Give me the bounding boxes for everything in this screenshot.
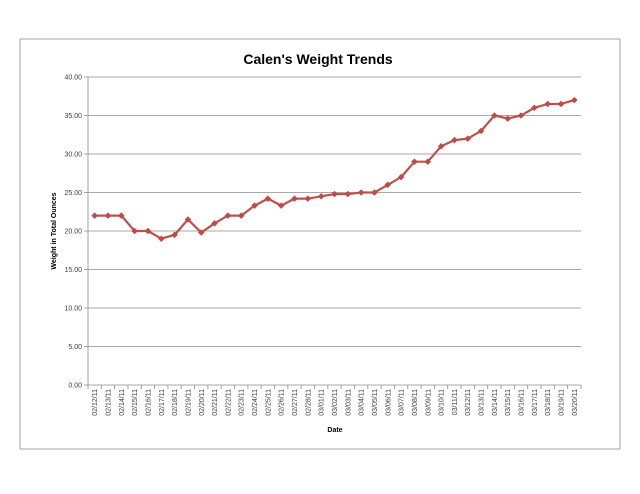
data-point	[357, 189, 365, 196]
x-tick-label: 03/03/11	[345, 389, 352, 416]
data-point	[491, 112, 498, 119]
x-tick-label: 02/14/11	[119, 389, 126, 416]
y-axis-ticks: 0.00 5.00 10.00 15.00 20.00 25.00 30.00 35.00 40…	[64, 75, 88, 390]
x-tick-label: 03/02/11	[332, 389, 339, 416]
data-point	[304, 195, 312, 203]
data-point	[237, 212, 245, 219]
data-point	[184, 216, 192, 223]
data-point	[557, 100, 565, 108]
x-tick-label: 02/24/11	[252, 389, 259, 416]
x-tick-label: 03/12/11	[465, 389, 472, 416]
chart-title: Calen's Weight Trends	[243, 51, 393, 67]
x-tick-label: 02/15/11	[132, 389, 139, 416]
data-point	[117, 212, 125, 219]
x-tick-label: 02/28/11	[305, 389, 312, 416]
y-tick-label: 30.00	[64, 152, 82, 159]
x-tick-label: 02/18/11	[172, 389, 179, 416]
x-tick-label: 02/25/11	[265, 389, 272, 416]
data-point	[411, 158, 418, 166]
x-tick-label: 02/20/11	[199, 389, 206, 416]
series-group	[91, 96, 578, 243]
data-point	[504, 115, 512, 122]
chart-area	[19, 38, 621, 450]
x-tick-label: 03/01/11	[319, 389, 326, 416]
data-point	[197, 229, 205, 236]
data-point	[371, 189, 378, 196]
x-tick-label: 03/17/11	[532, 389, 539, 416]
x-tick-label: 03/07/11	[399, 389, 406, 416]
x-tick-label: 03/06/11	[385, 389, 392, 416]
x-tick-label: 03/05/11	[372, 389, 379, 416]
data-point	[397, 173, 405, 181]
data-point	[144, 227, 152, 235]
x-tick-label: 02/19/11	[185, 389, 192, 416]
data-point	[464, 135, 472, 142]
x-tick-label: 02/13/11	[105, 389, 112, 416]
data-point	[264, 195, 272, 203]
x-tick-label: 03/13/11	[479, 389, 486, 416]
data-point	[477, 127, 485, 135]
x-tick-label: 03/14/11	[492, 389, 499, 416]
x-tick-label: 02/22/11	[225, 389, 232, 416]
data-point	[544, 100, 552, 108]
y-tick-label: 5.00	[68, 344, 82, 351]
y-tick-label: 25.00	[64, 190, 82, 197]
y-tick-label: 40.00	[64, 75, 82, 82]
x-tick-label: 02/16/11	[145, 389, 152, 416]
data-point	[331, 190, 338, 198]
data-point	[451, 136, 458, 144]
x-tick-label: 03/16/11	[519, 389, 526, 416]
data-point	[104, 212, 112, 219]
x-tick-label: 03/04/11	[359, 389, 366, 416]
x-tick-label: 03/09/11	[425, 389, 432, 416]
data-point	[91, 212, 99, 219]
y-tick-label: 35.00	[64, 113, 82, 120]
y-tick-label: 20.00	[64, 229, 82, 236]
data-point	[531, 104, 538, 112]
data-point	[211, 219, 218, 227]
x-axis-ticks: 02/12/11 02/13/11 02/14/11 02/15/11 02/16/11…	[87, 385, 582, 416]
data-point	[317, 192, 325, 200]
y-tick-label: 15.00	[64, 267, 82, 274]
x-tick-label: 03/10/11	[439, 389, 446, 416]
x-tick-label: 02/21/11	[212, 389, 219, 416]
data-point	[224, 212, 232, 219]
x-axis-title: Date	[327, 427, 342, 434]
x-tick-label: 02/26/11	[279, 389, 286, 416]
data-point	[517, 112, 525, 119]
data-point	[384, 181, 392, 189]
data-point	[291, 195, 298, 203]
data-point	[157, 235, 165, 243]
x-tick-label: 03/11/11	[452, 389, 459, 415]
x-tick-label: 03/08/11	[412, 389, 419, 416]
y-axis-title: Weight in Total Ounces	[51, 192, 58, 269]
x-tick-label: 03/20/11	[572, 389, 579, 416]
x-tick-label: 02/23/11	[239, 389, 246, 416]
data-point	[437, 142, 445, 150]
data-point	[570, 96, 578, 104]
data-point	[171, 231, 178, 239]
x-tick-label: 03/18/11	[545, 389, 552, 416]
data-point	[251, 202, 258, 209]
y-tick-label: 0.00	[68, 383, 82, 390]
x-tick-label: 02/27/11	[292, 389, 299, 416]
data-point	[277, 202, 285, 209]
data-point	[131, 227, 138, 235]
x-tick-label: 03/19/11	[559, 389, 566, 416]
data-point	[424, 158, 432, 166]
data-point	[344, 190, 352, 198]
x-tick-label: 02/12/11	[92, 389, 99, 416]
x-tick-label: 02/17/11	[159, 389, 166, 416]
x-tick-label: 03/15/11	[505, 389, 512, 416]
y-tick-label: 10.00	[64, 306, 82, 313]
